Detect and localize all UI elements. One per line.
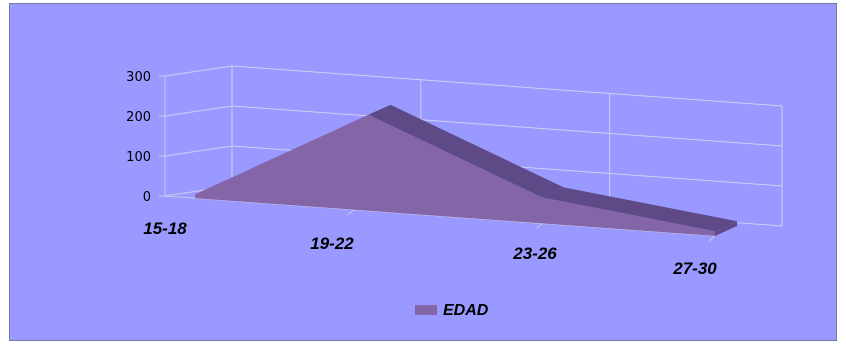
y-tick-label: 200 [126, 110, 151, 125]
area-top-face [541, 187, 737, 232]
legend: EDAD [415, 302, 489, 319]
area-end-face [715, 221, 737, 236]
x-tick-label: 15-18 [143, 219, 187, 238]
back-gridline [231, 65, 783, 107]
legend-swatch [415, 305, 437, 315]
x-tick-mark [347, 209, 355, 216]
y-axis-ticks: 0 100 200 300 [126, 70, 165, 205]
area-top-face [368, 104, 564, 198]
area-chart: 0 100 200 300 15-18 19-22 23-26 27-30 EDAD [126, 65, 783, 319]
y-tick-label: 0 [143, 190, 151, 205]
x-tick-mark [536, 223, 543, 229]
x-tick-label: 23-26 [512, 244, 557, 263]
area-series [195, 104, 737, 236]
x-axis-ticks: 15-18 19-22 23-26 27-30 [143, 209, 717, 278]
area-front-face [195, 114, 715, 236]
x-tick-label: 19-22 [310, 234, 354, 253]
y-tick-label: 300 [126, 70, 151, 85]
x-tick-label: 27-30 [672, 259, 717, 278]
x-tick-mark [708, 235, 716, 242]
side-gridline [164, 145, 233, 157]
back-gridline [231, 105, 783, 147]
y-tick-label: 100 [126, 150, 151, 165]
side-gridline [164, 105, 233, 117]
side-gridline [164, 65, 233, 77]
legend-label-edad: EDAD [443, 302, 489, 319]
chart-area: 0 100 200 300 15-18 19-22 23-26 27-30 EDAD [9, 3, 837, 341]
